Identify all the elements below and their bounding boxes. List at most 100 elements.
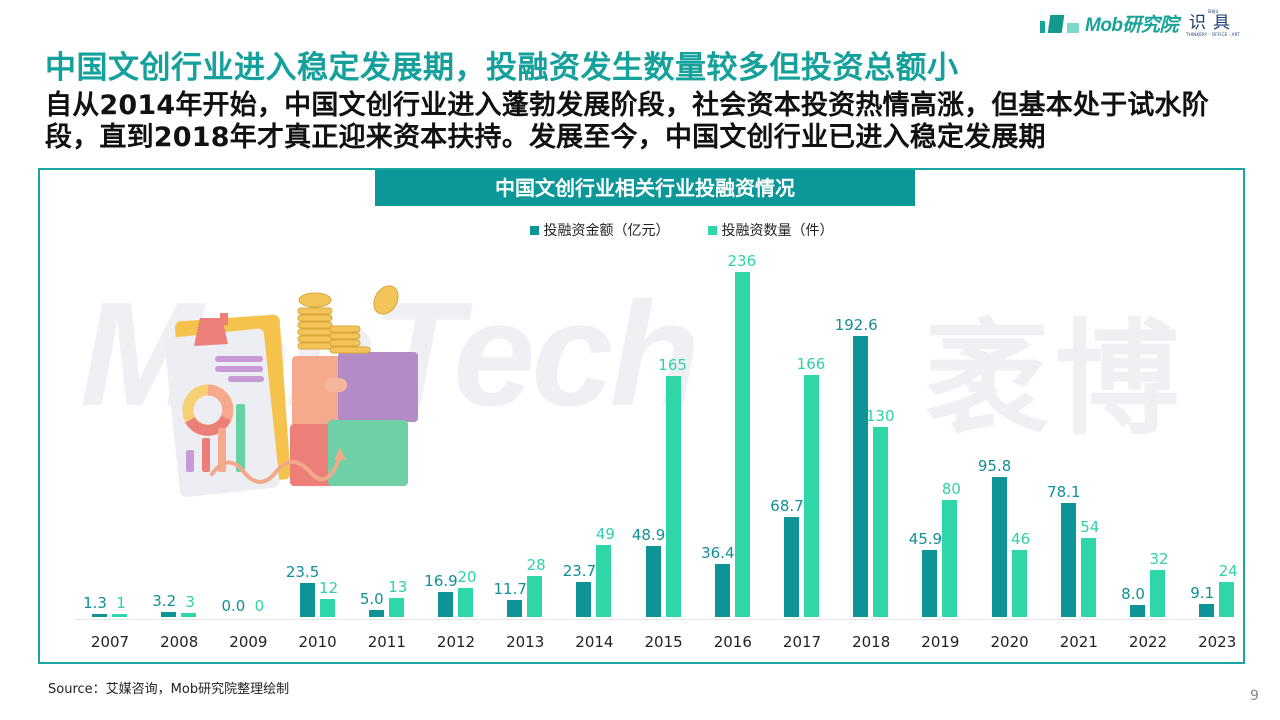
x-axis-line [75,619,1208,620]
data-label-amount: 68.7 [770,496,804,515]
bar-group-2023: 9.1 24 2023 [1182,170,1252,662]
data-label-count: 0 [254,597,265,615]
bar-amount [92,614,107,617]
bar-count [458,587,473,617]
legend-item-count: 投融资数量（件） [707,220,834,240]
bar-amount [1130,605,1145,617]
bar-chart: 1.3 1 2007 3.2 3 2008 0.0 0 2009 23.5 12 2010 5.0 13 2… [40,170,1243,662]
bar-group-2016: 36.4 236 2016 [698,170,768,662]
source-note: Source：艾媒咨询，Mob研究院整理绘制 [48,682,290,697]
logo-sub-bottom: THINKERY · OFFICE · ART [1186,32,1240,37]
data-label-count: 166 [796,354,826,373]
bar-amount [507,599,523,617]
x-axis-tick-label: 2021 [1059,633,1098,651]
bar-amount [576,582,592,617]
legend-label-amount: 投融资金额（亿元） [543,223,670,239]
bar-group-2011: 5.0 13 2011 [352,170,422,662]
data-label-amount: 192.6 [834,315,878,334]
data-label-amount: 0.0 [221,597,246,615]
data-label-count: 20 [457,567,477,586]
page-title: 中国文创行业进入稳定发展期，投融资发生数量较多但投资总额小 [45,50,959,86]
bar-group-2019: 45.9 80 2019 [905,170,975,662]
data-label-count: 13 [388,578,408,597]
logo-sub-main: 识具 [1188,13,1237,33]
x-axis-tick-label: 2007 [90,633,130,651]
bar-group-2021: 78.1 54 2021 [1044,170,1114,662]
data-label-amount: 36.4 [701,543,735,562]
bar-group-2017: 68.7 166 2017 [767,170,837,662]
bar-amount [645,545,661,617]
bar-group-2013: 11.7 28 2013 [490,170,560,662]
data-label-count: 130 [865,407,895,426]
data-label-amount: 78.1 [1047,482,1081,501]
watermark-cn-text: 袤博 [925,308,1186,452]
chart-legend: 投融资金额（亿元） 投融资数量（件） [40,220,1243,240]
data-label-amount: 11.7 [493,579,527,598]
bar-amount [922,550,938,617]
x-axis-tick-label: 2008 [160,633,199,651]
data-label-amount: 5.0 [359,589,384,608]
bar-count [734,272,750,617]
data-label-count: 80 [941,480,961,499]
x-axis-tick-label: 2016 [713,633,752,651]
data-label-amount: 23.5 [285,562,320,581]
data-label-amount: 23.7 [562,562,597,581]
data-label-amount: 45.9 [908,529,943,548]
data-label-count: 32 [1149,550,1169,569]
bar-count [527,576,543,617]
data-label-amount: 16.9 [424,572,458,591]
x-axis-tick-label: 2023 [1198,633,1237,651]
bar-count [1219,581,1235,617]
bar-amount [853,335,869,617]
bar-group-2020: 95.8 46 2020 [975,170,1045,662]
bar-count [596,545,612,617]
data-label-amount: 1.3 [83,594,107,612]
bar-amount [438,592,453,617]
data-label-amount: 95.8 [977,457,1012,476]
logo-sub-top: SHIJU [1207,9,1219,14]
x-axis-tick-label: 2020 [990,633,1029,651]
bar-group-2018: 192.6 130 2018 [834,170,906,662]
finance-puzzle-illustration-icon [164,285,418,497]
bar-count [1080,538,1096,617]
x-axis-tick-label: 2017 [782,633,822,651]
bar-count [181,612,197,617]
legend-swatch-amount-icon [529,225,539,235]
chart-title: 中国文创行业相关行业投融资情况 [375,170,915,206]
data-label-count: 28 [526,556,546,575]
bar-amount [991,477,1007,617]
logo-sub-brand: SHIJU 识具 THINKERY · OFFICE · ART [1186,10,1240,37]
logo-brand-text: Mob研究院 [1085,15,1179,36]
data-label-count: 236 [727,252,757,271]
legend-item-amount: 投融资金额（亿元） [529,220,670,240]
bar-group-2007: 1.3 1 2007 [75,170,145,662]
bar-group-2014: 23.7 49 2014 [559,170,629,662]
data-label-count: 49 [595,525,615,544]
chart-panel: MobTech 袤博 中国文创行业相关行业投融资情况 投融资金额（亿元） 投融资… [38,168,1245,664]
bar-count [1011,549,1027,617]
bar-group-2022: 8.0 32 2022 [1113,170,1183,662]
bar-count [665,376,681,617]
bar-amount [299,582,315,617]
x-axis-tick-label: 2013 [506,633,545,651]
bar-group-2010: 23.5 12 2010 [283,170,353,662]
legend-swatch-count-icon [707,225,717,235]
bar-amount [1060,502,1076,617]
bar-count [388,598,404,617]
bar-group-2008: 3.2 3 2008 [144,170,214,662]
x-axis-tick-label: 2012 [436,633,476,651]
x-axis-tick-label: 2010 [298,633,337,651]
data-label-count: 1 [116,594,126,612]
bar-count [804,374,819,617]
data-label-count: 24 [1218,561,1238,580]
bar-group-2015: 48.9 165 2015 [629,170,699,662]
brand-logo: Mob研究院 SHIJU 识具 THINKERY · OFFICE · ART [1040,10,1248,37]
data-label-amount: 48.9 [631,525,666,544]
data-label-amount: 9.1 [1190,583,1215,602]
bar-count [873,427,889,617]
x-axis-tick-label: 2011 [367,633,406,651]
x-axis-tick-label: 2009 [229,633,268,651]
bar-amount [368,609,384,617]
data-label-amount: 8.0 [1121,585,1145,604]
x-axis-tick-label: 2015 [644,633,683,651]
